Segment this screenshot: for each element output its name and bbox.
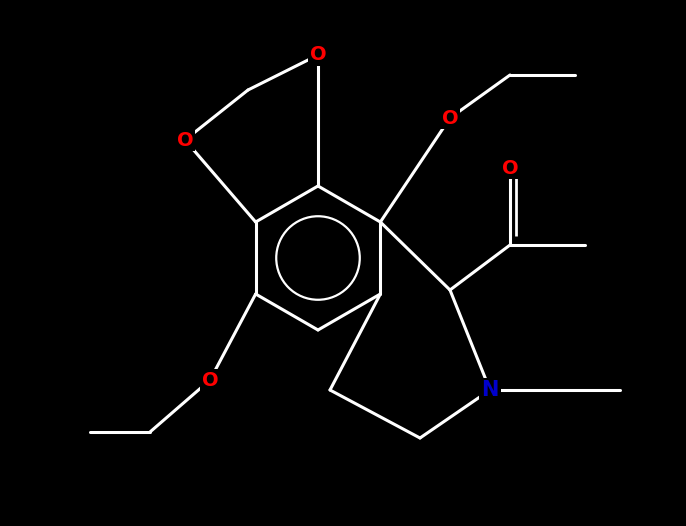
Text: O: O bbox=[501, 158, 519, 177]
Text: O: O bbox=[309, 46, 327, 65]
Text: N: N bbox=[482, 380, 499, 400]
Text: O: O bbox=[202, 370, 218, 389]
Text: O: O bbox=[177, 130, 193, 149]
Text: O: O bbox=[442, 108, 458, 127]
